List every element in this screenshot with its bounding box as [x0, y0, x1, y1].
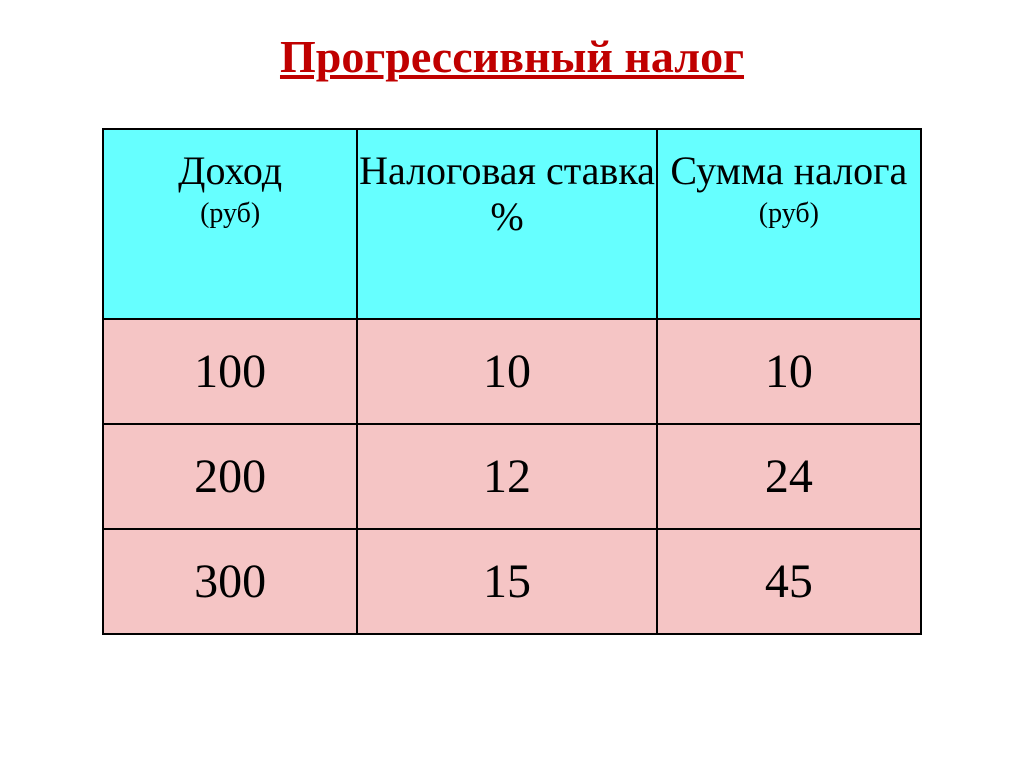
table-row: 300 15 45: [103, 529, 921, 634]
table-row: 200 12 24: [103, 424, 921, 529]
cell-rate: 15: [357, 529, 656, 634]
table-header-income: Доход (руб): [103, 129, 357, 319]
table-header-rate: Налоговая ставка %: [357, 129, 656, 319]
tax-table: Доход (руб) Налоговая ставка % Сумма нал…: [102, 128, 922, 635]
header-sub-label: (руб): [658, 198, 920, 230]
header-sub-label: (руб): [104, 198, 356, 230]
table-header-row: Доход (руб) Налоговая ставка % Сумма нал…: [103, 129, 921, 319]
table-header-sum: Сумма налога (руб): [657, 129, 921, 319]
cell-sum: 45: [657, 529, 921, 634]
cell-income: 300: [103, 529, 357, 634]
cell-sum: 10: [657, 319, 921, 424]
cell-income: 200: [103, 424, 357, 529]
cell-rate: 10: [357, 319, 656, 424]
header-main-label: Сумма налога: [658, 148, 920, 194]
cell-sum: 24: [657, 424, 921, 529]
header-main-label: Налоговая ставка %: [358, 148, 655, 240]
table-container: Доход (руб) Налоговая ставка % Сумма нал…: [0, 128, 1024, 635]
page-title: Прогрессивный налог: [0, 30, 1024, 83]
header-main-label: Доход: [104, 148, 356, 194]
cell-rate: 12: [357, 424, 656, 529]
cell-income: 100: [103, 319, 357, 424]
table-row: 100 10 10: [103, 319, 921, 424]
